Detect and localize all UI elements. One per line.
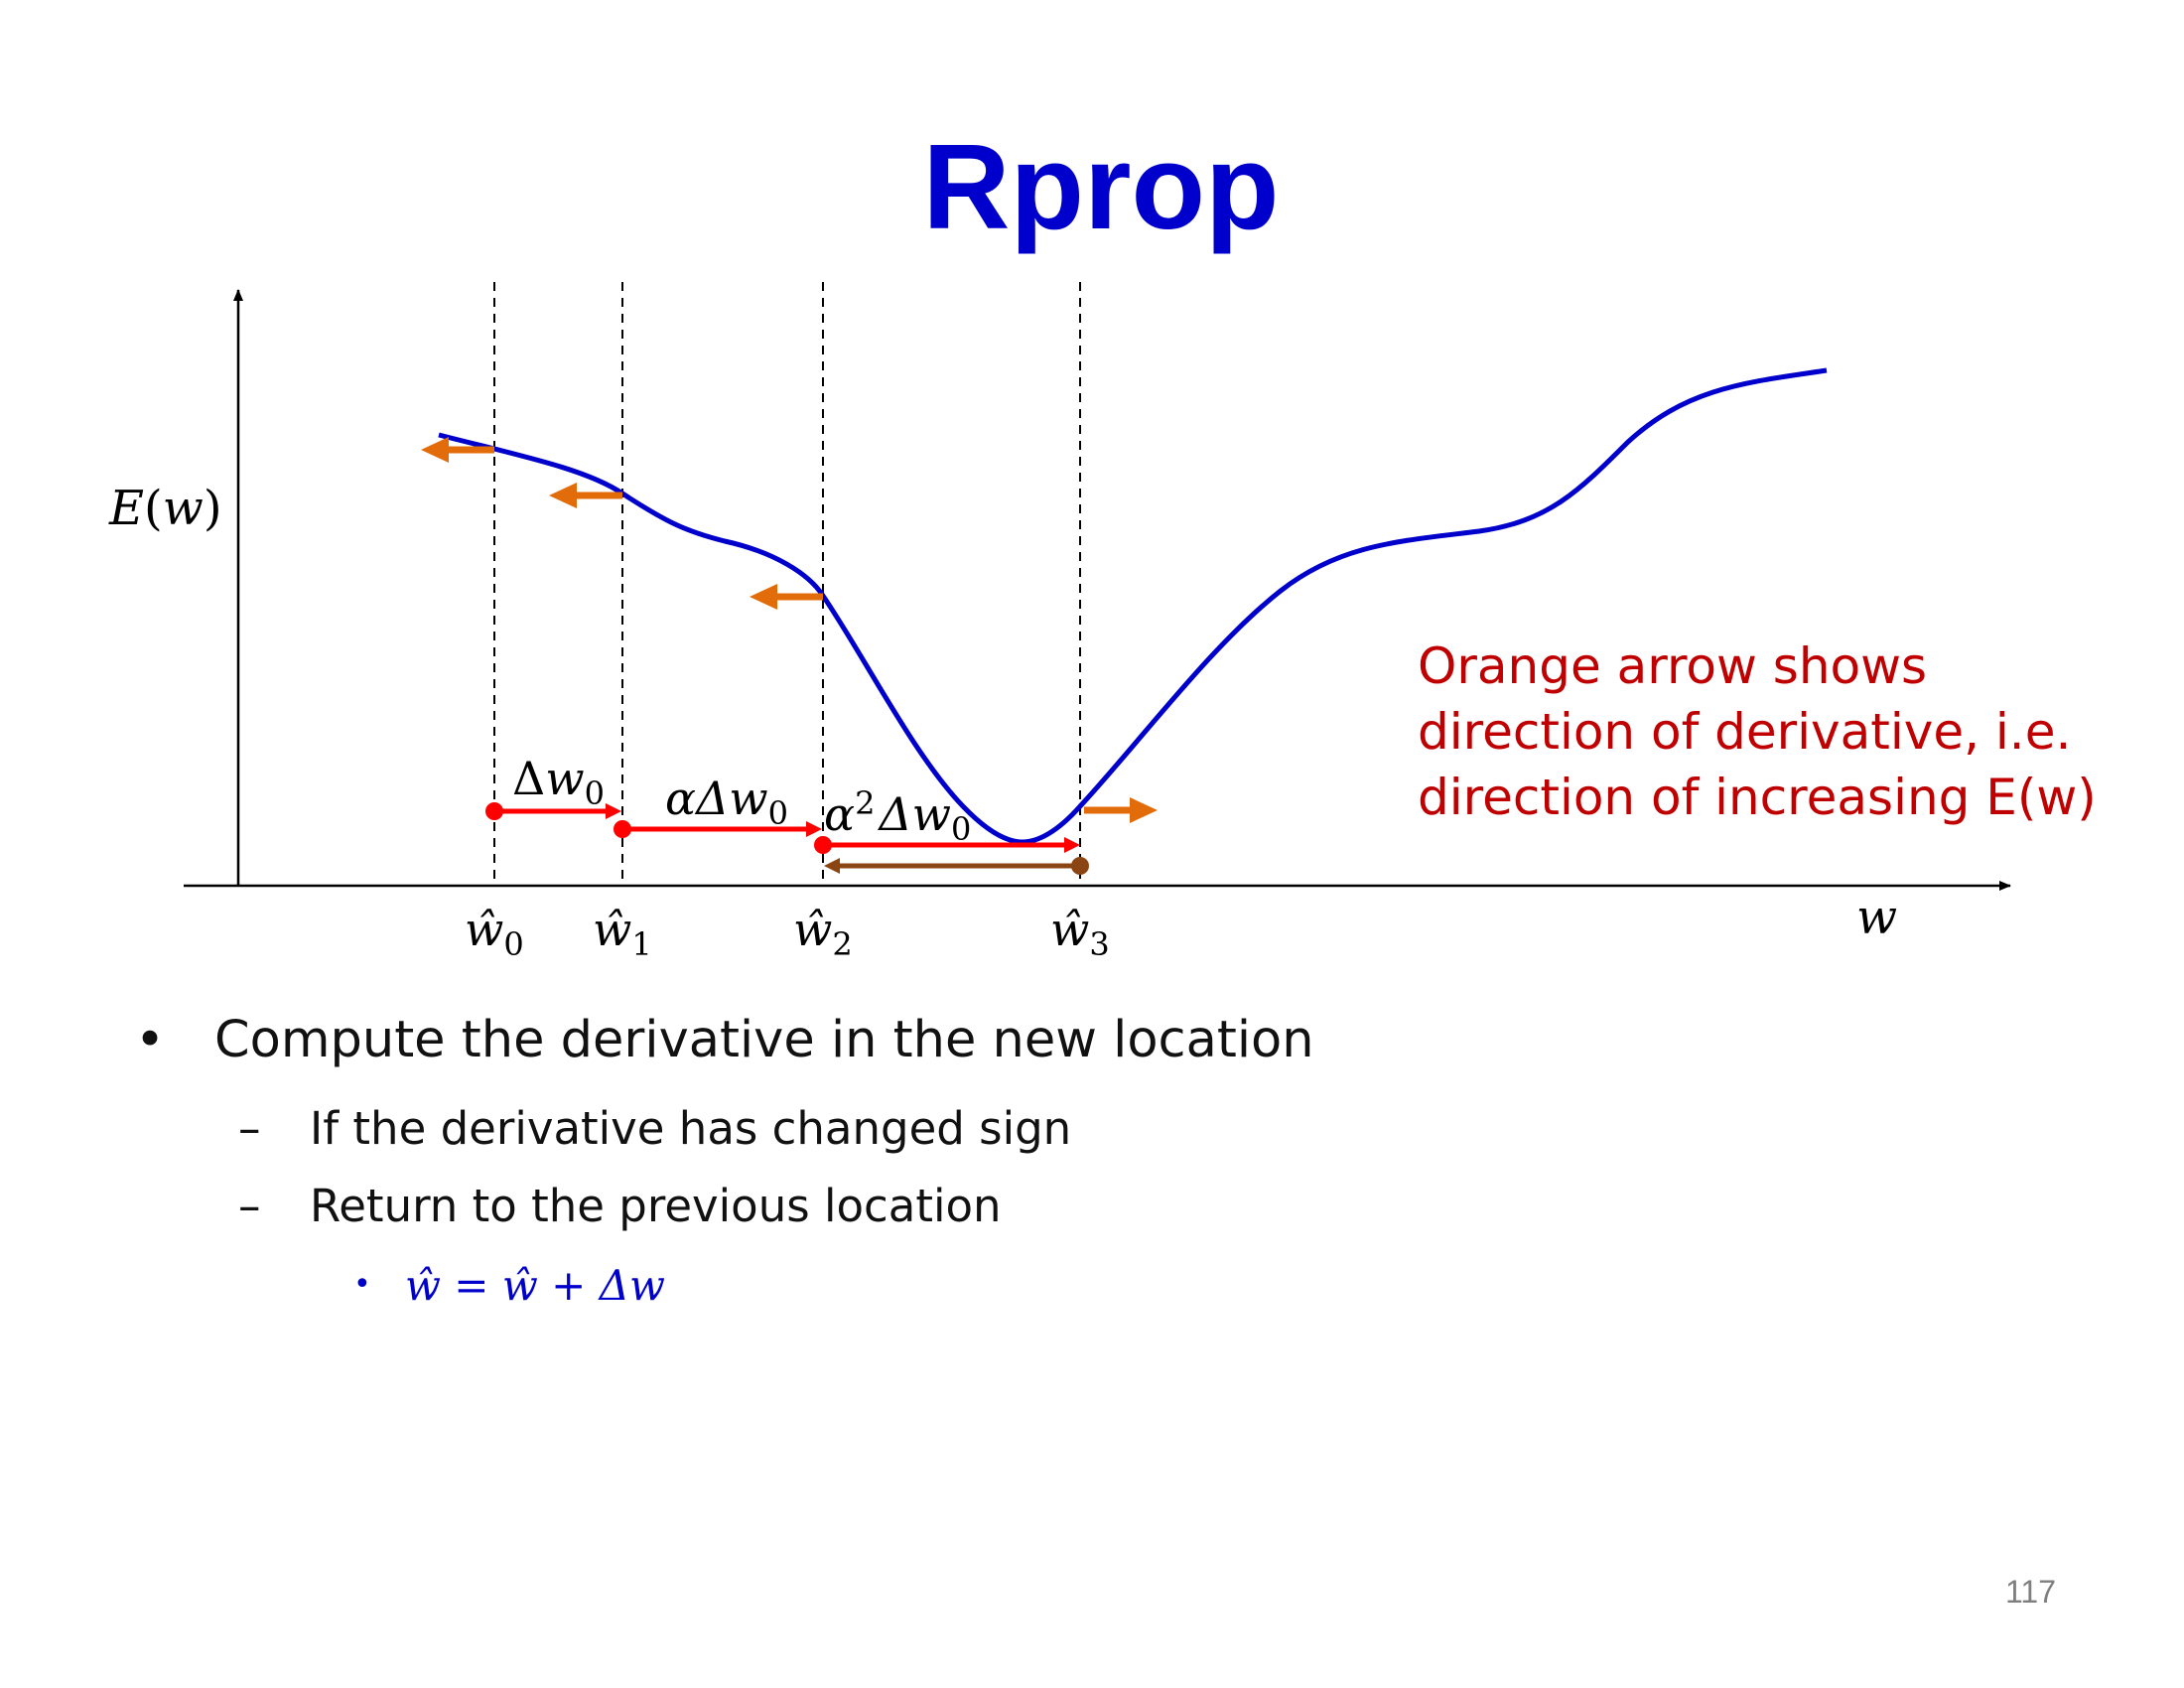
marker-label-w1: ŵ1 [593, 903, 652, 963]
y-label-e: E [108, 481, 144, 536]
note-line-2: direction of derivative, i.e. [1418, 703, 2072, 761]
y-axis-label: E(w) [108, 481, 222, 536]
derivative-arrow-w1 [549, 483, 622, 508]
derivative-note: Orange arrow shows direction of derivati… [1418, 633, 2097, 830]
y-label-w: w [163, 481, 204, 536]
step-arrow-1 [614, 820, 822, 838]
dash-marker: – [238, 1180, 261, 1232]
bullet-main-text: Compute the derivative in the new locati… [214, 1011, 1314, 1069]
slide-title: Rprop [922, 119, 1280, 254]
formula-text: ŵ = ŵ + Δw [405, 1261, 665, 1310]
page-number: 117 [2005, 1574, 2057, 1610]
marker-label-w0: ŵ0 [465, 903, 524, 963]
derivative-arrow-w3 [1084, 797, 1158, 823]
marker-label-w3: ŵ3 [1050, 903, 1110, 963]
sub-bullet-2-text: Return to the previous location [310, 1180, 1002, 1232]
note-line-3: direction of increasing E(w) [1418, 769, 2097, 826]
bullet-marker: • [135, 1011, 166, 1069]
return-arrow [824, 857, 1089, 875]
error-curve [438, 367, 1828, 845]
marker-label-w2: ŵ2 [793, 903, 853, 963]
dash-marker: – [238, 1102, 261, 1155]
derivative-arrow-w0 [421, 437, 494, 463]
step-label-1: αΔw0 [665, 772, 788, 832]
step-label-2: α2Δw0 [824, 784, 971, 848]
note-line-1: Orange arrow shows [1418, 637, 1928, 695]
step-arrow-2 [814, 836, 1080, 854]
sub-bullet-1-text: If the derivative has changed sign [310, 1102, 1072, 1155]
bullet-marker: • [353, 1267, 371, 1302]
x-axis-label: w [1856, 890, 1897, 945]
step-label-0: Δw0 [512, 752, 605, 812]
derivative-arrow-w2 [750, 584, 823, 610]
step-arrow-0 [485, 802, 621, 820]
